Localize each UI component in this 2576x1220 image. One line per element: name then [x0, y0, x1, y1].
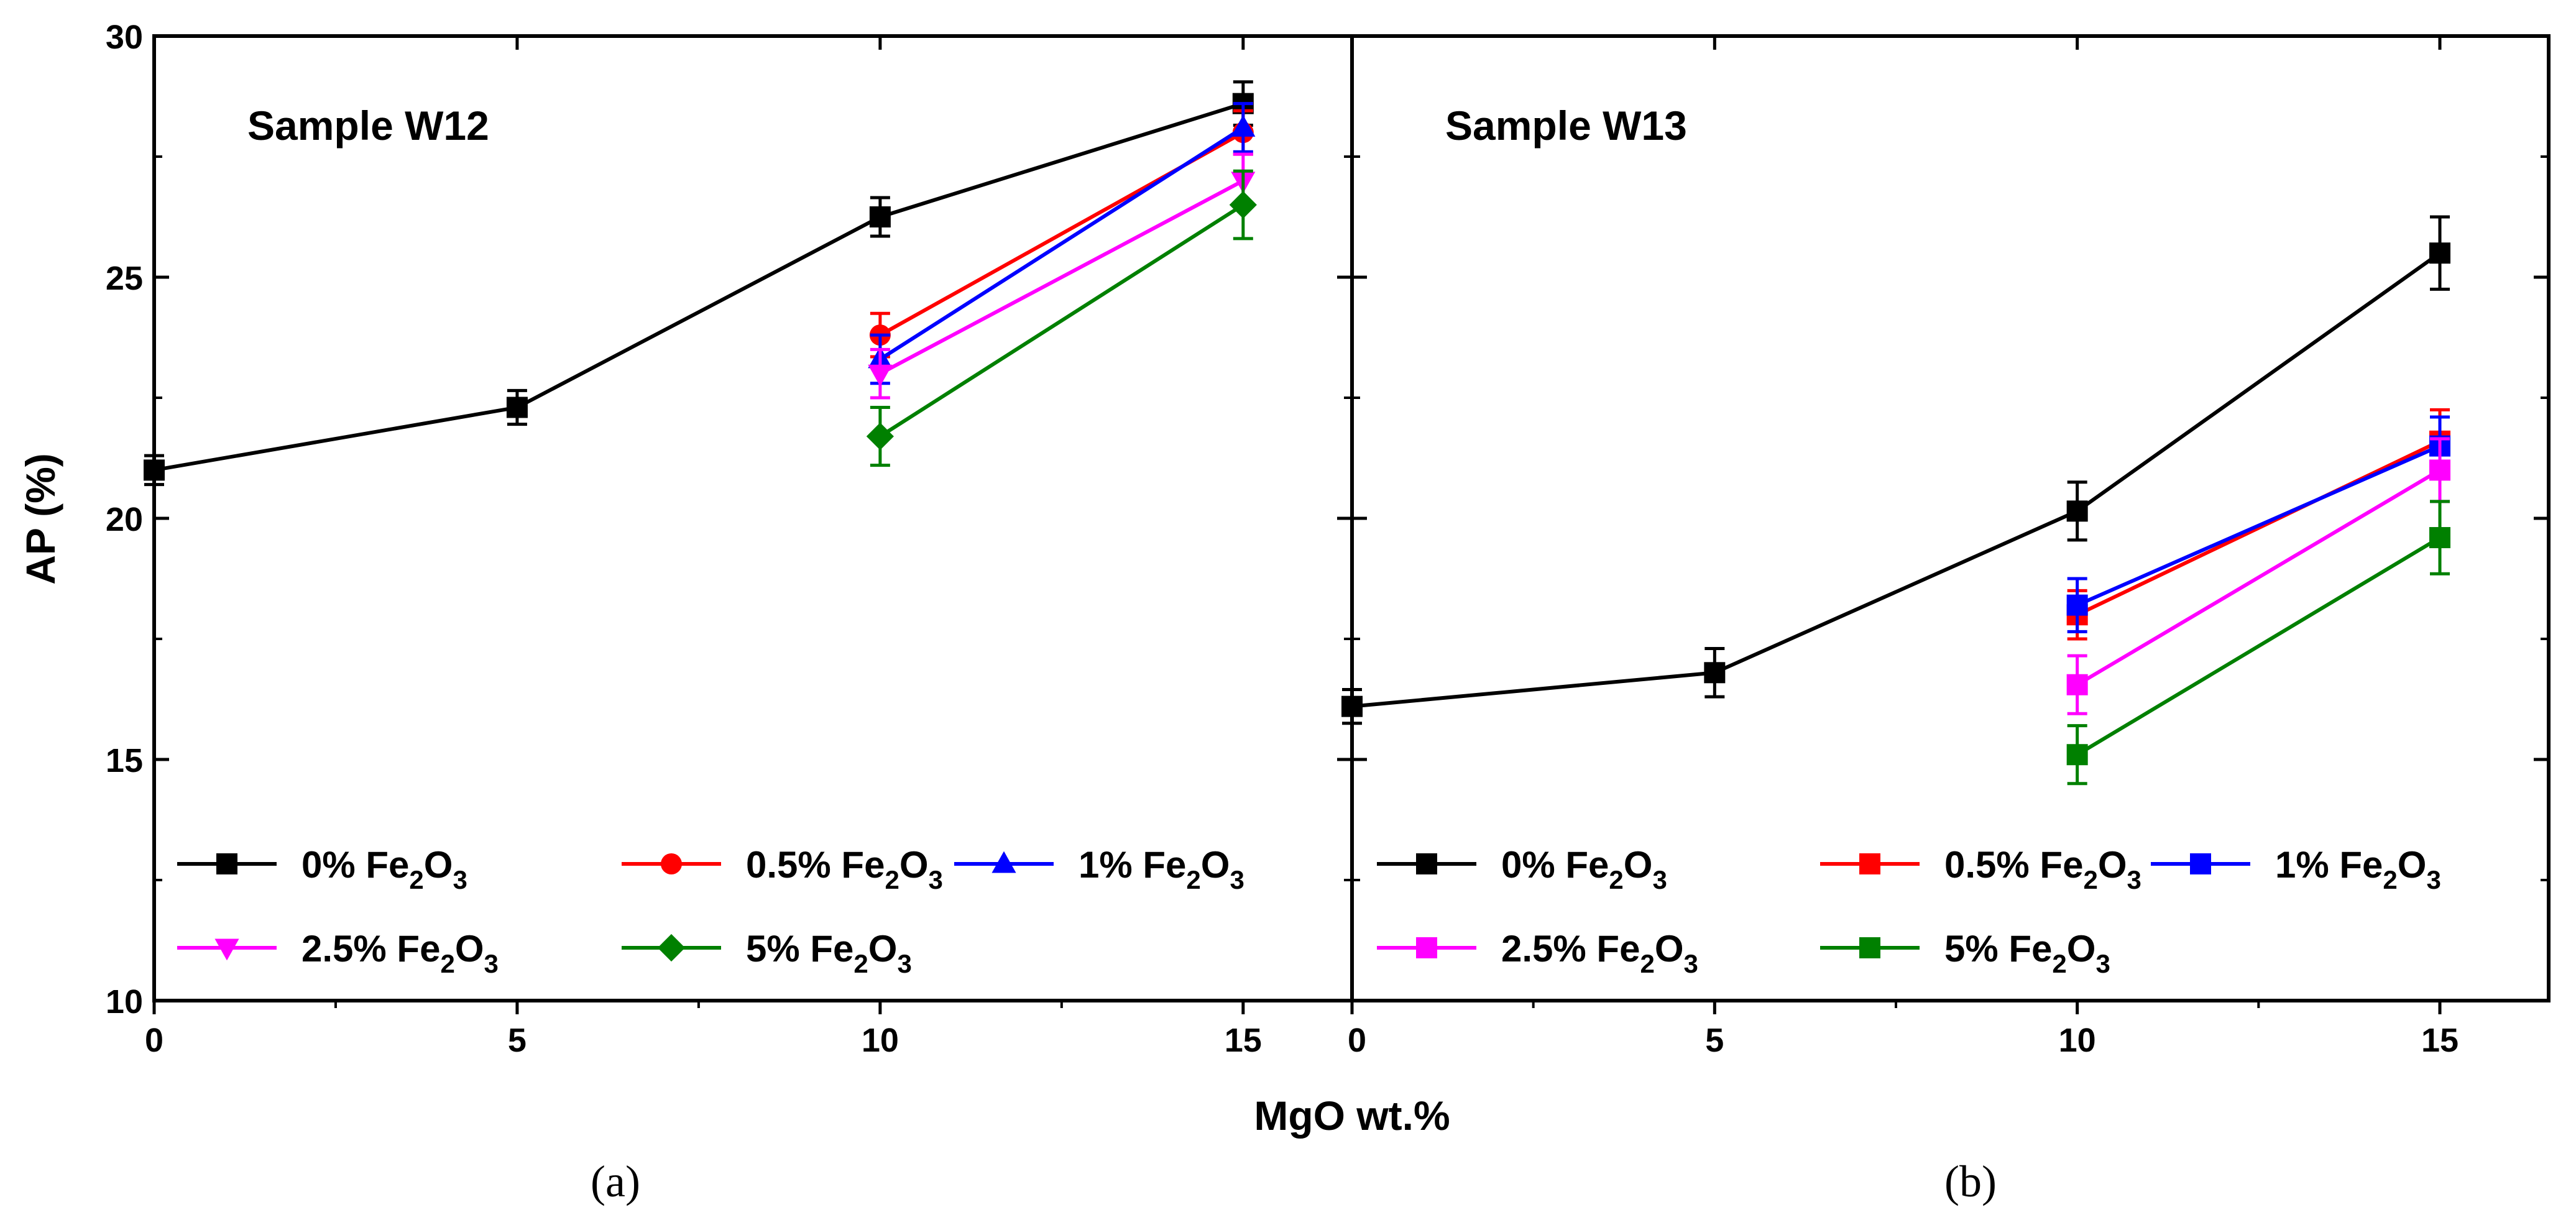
series-3: [868, 102, 1256, 385]
x-tick-label: 10: [862, 1022, 899, 1059]
series-4: [2066, 437, 2450, 715]
legend-label: 2.5% Fe2O3: [1501, 928, 1698, 978]
series-5: [2066, 500, 2450, 786]
legend-label: 0% Fe2O3: [1501, 844, 1667, 894]
y-tick-label: 15: [106, 742, 143, 779]
data-point: [2066, 744, 2088, 766]
data-point: [144, 459, 165, 481]
x-tick-label: 15: [1225, 1022, 1262, 1059]
series-line: [2076, 439, 2441, 617]
legend-label: 1% Fe2O3: [2275, 844, 2441, 894]
series-line: [879, 126, 1244, 361]
legend-marker: [1859, 937, 1880, 958]
legend-entry: 1% Fe2O3: [2151, 844, 2441, 894]
data-point: [869, 206, 891, 227]
legend-label: 1% Fe2O3: [1079, 844, 1244, 894]
legend-label: 5% Fe2O3: [1944, 928, 2110, 978]
x-tick-label: 10: [2059, 1022, 2096, 1059]
series-4: [868, 152, 1256, 400]
data-point: [2429, 242, 2450, 264]
data-point: [1341, 695, 1363, 717]
series-1: [144, 80, 1254, 487]
legend-marker: [1859, 853, 1880, 874]
legend-marker: [214, 938, 239, 961]
panel-label-a: (a): [591, 1157, 640, 1206]
legend-entry: 0.5% Fe2O3: [1820, 844, 2141, 894]
x-tick-label: 5: [508, 1022, 527, 1059]
x-axis-label: MgO wt.%: [1254, 1093, 1450, 1139]
panel-b: 0 5 10 15 Sample W13 0% Fe2O3 0.5% Fe2O3 1% Fe2…: [1341, 34, 2551, 1059]
data-point: [2429, 459, 2450, 481]
panel-title: Sample W13: [1445, 103, 1687, 149]
series-line: [154, 101, 1244, 472]
series-line: [2076, 536, 2441, 756]
y-tick-label: 30: [106, 19, 143, 56]
data-point: [1704, 662, 1726, 684]
data-point: [866, 422, 894, 451]
data-point: [2066, 500, 2088, 522]
legend-marker: [2190, 853, 2211, 874]
legend-marker: [1416, 853, 1437, 874]
legend-label: 2.5% Fe2O3: [301, 928, 499, 978]
legend-marker: [216, 853, 237, 874]
data-point: [2066, 594, 2088, 616]
legend-marker: [991, 851, 1016, 873]
x-tick-label: 0: [1348, 1022, 1366, 1059]
legend-entry: 0% Fe2O3: [177, 844, 467, 894]
panel-label-b: (b): [1944, 1157, 1997, 1206]
legend-label: 5% Fe2O3: [746, 928, 912, 978]
x-tick-label: 5: [1705, 1022, 1724, 1059]
series-line: [879, 179, 1244, 375]
data-point: [1231, 115, 1256, 137]
y-tick-label: 25: [106, 260, 143, 297]
legend-entry: 2.5% Fe2O3: [1377, 928, 1698, 978]
data-point: [868, 364, 893, 387]
legend-entry: 1% Fe2O3: [954, 844, 1244, 894]
x-tick-label: 15: [2421, 1022, 2459, 1059]
data-point: [506, 397, 528, 418]
legend-label: 0.5% Fe2O3: [746, 844, 943, 894]
x-tick-label: 0: [145, 1022, 163, 1059]
series-line: [879, 203, 1244, 438]
legend-marker: [661, 853, 682, 874]
legend-entry: 0.5% Fe2O3: [622, 844, 943, 894]
series-line: [1351, 251, 2441, 709]
panel-title: Sample W12: [247, 103, 489, 149]
series-1: [1341, 215, 2450, 725]
data-point: [2429, 527, 2450, 549]
data-point: [2066, 674, 2088, 695]
legend-label: 0% Fe2O3: [301, 844, 467, 894]
legend-marker: [1416, 937, 1437, 958]
legend-entry: 5% Fe2O3: [1820, 928, 2110, 978]
series-5: [866, 169, 1257, 467]
legend-label: 0.5% Fe2O3: [1944, 844, 2141, 894]
y-tick-label: 10: [106, 983, 143, 1020]
series-3: [2066, 415, 2450, 633]
y-tick-label: 20: [106, 501, 143, 538]
legend-entry: 0% Fe2O3: [1377, 844, 1667, 894]
legend-entry: 2.5% Fe2O3: [177, 928, 499, 978]
y-axis-label: AP (%): [17, 453, 63, 584]
series-line: [2076, 444, 2441, 607]
series-line: [2076, 468, 2441, 687]
legend-marker: [657, 933, 686, 962]
panel-a: 0 5 10 15 10 15 20 25 30 Sample W12 0% Fe2O3 0.5% F…: [106, 19, 1354, 1059]
legend-entry: 5% Fe2O3: [622, 928, 912, 978]
data-point: [1229, 191, 1257, 219]
